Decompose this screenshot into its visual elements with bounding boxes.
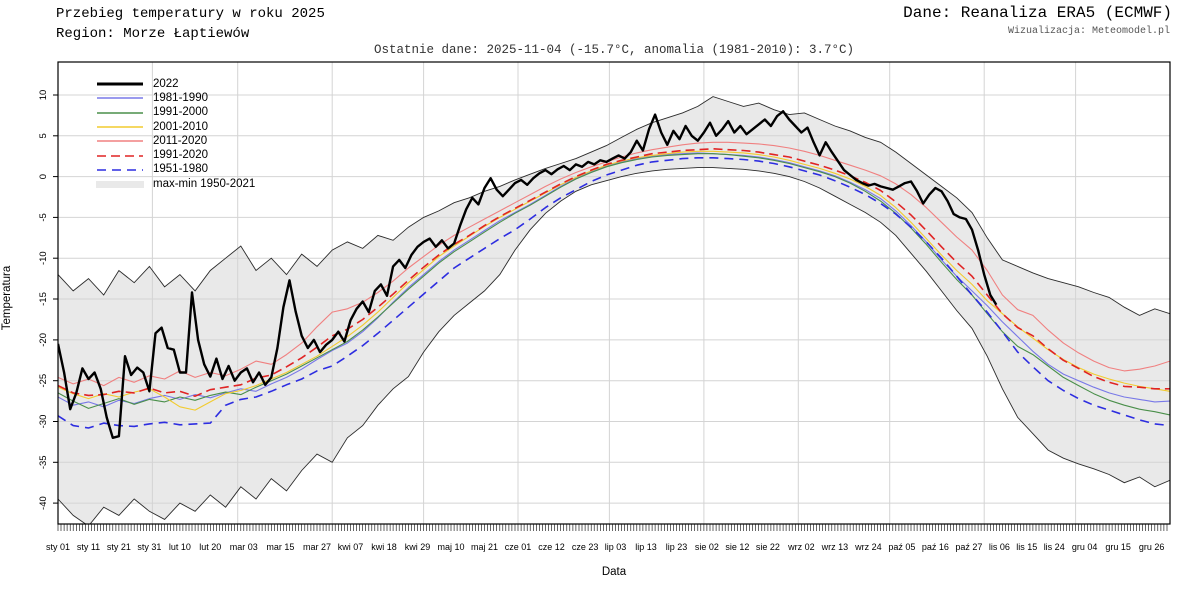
x-tick-label: kwi 29 [405,542,431,552]
x-tick-label: maj 10 [437,542,464,552]
x-tick-label: lip 13 [635,542,657,552]
last-data-note: Ostatnie dane: 2025-11-04 (-15.7°C, anom… [373,43,855,57]
series-line-2001-2010 [58,150,1170,411]
series-line-1991-2000 [58,153,1170,416]
y-tick-label: 10 [38,90,49,101]
x-tick-label: lut 20 [199,542,221,552]
legend-label: 1991-2000 [153,106,208,119]
legend-line-swatch [97,169,143,171]
x-tick-label: mar 03 [230,542,258,552]
x-tick-label: sty 01 [46,542,70,552]
y-tick-label: -5 [38,213,49,221]
x-tick-label: sty 21 [107,542,131,552]
y-tick-label: 0 [38,174,49,179]
x-tick-label: lis 15 [1016,542,1037,552]
legend-item-max-min-1950-2021: max-min 1950-2021 [96,177,255,191]
x-tick-label: paź 05 [888,542,915,552]
x-tick-label: cze 12 [538,542,565,552]
x-axis-daily-ticks [57,524,1168,531]
legend-item-1991-2020: 1991-2020 [96,148,255,162]
legend-label: 1981-1990 [153,91,208,104]
visualization-credit: Wizualizacja: Meteomodel.pl [1007,26,1170,37]
x-tick-label: sie 12 [725,542,749,552]
x-tick-label: wrz 24 [854,542,882,552]
x-tick-label: cze 23 [572,542,599,552]
x-tick-label: paź 27 [955,542,982,552]
x-tick-label: sie 22 [756,542,780,552]
plot-frame [57,61,1171,525]
y-tick-label: -40 [38,496,49,510]
legend-label: 2001-2010 [153,120,208,133]
legend-line-swatch [97,154,143,157]
y-tick-label: -10 [38,251,49,265]
x-tick-label: sie 02 [695,542,719,552]
x-tick-label: gru 04 [1072,542,1098,552]
legend-line-swatch [97,126,143,128]
gridlines [58,62,1170,524]
x-tick-label: paź 16 [922,542,949,552]
y-tick-label: -25 [38,374,49,388]
y-tick-label: 5 [38,133,49,138]
legend-item-2001-2010: 2001-2010 [96,120,255,134]
series-line-1951-1980 [58,157,1170,429]
x-tick-label: maj 21 [471,542,498,552]
page-title: Przebieg temperatury w roku 2025 [56,6,325,22]
legend-label: max-min 1950-2021 [153,177,256,190]
chart-legend: 2022 1981-1990 1991-2000 2001-2010 2011-2020… [96,77,255,191]
band-min-edge [58,167,1170,524]
x-tick-label: gru 15 [1105,542,1131,552]
legend-line-swatch [97,112,143,114]
legend-label: 2011-2020 [153,134,208,147]
legend-item-2022: 2022 [96,77,255,91]
y-axis-title: Temperatura [1,265,13,331]
legend-label: 1991-2020 [153,149,208,162]
x-tick-label: mar 27 [303,542,331,552]
legend-line-swatch [97,97,143,100]
x-tick-label: kwi 18 [371,542,397,552]
x-tick-label: wrz 02 [787,542,815,552]
x-tick-label: mar 15 [266,542,294,552]
x-tick-label: lip 03 [605,542,627,552]
band-max-min-fill [58,96,1170,524]
band-max-edge [58,96,1170,316]
legend-item-1981-1990: 1981-1990 [96,91,255,105]
x-tick-label: lut 10 [169,542,191,552]
region-subtitle: Region: Morze Łaptiewów [56,26,250,42]
x-tick-label: kwi 07 [338,542,364,552]
x-axis-tick-labels: sty 01 sty 11 sty 21 sty 31 lut 10 lut 20 mar … [46,542,1164,552]
legend-label: 2022 [153,77,179,90]
plot-area [58,62,1170,524]
x-tick-label: cze 01 [505,542,532,552]
x-axis-title: Data [601,566,627,578]
y-tick-label: -35 [38,455,49,469]
data-source: Dane: Reanaliza ERA5 (ECMWF) [903,4,1172,22]
legend-item-1951-1980: 1951-1980 [96,163,255,177]
y-tick-label: -30 [38,415,49,429]
y-tick-label: -15 [38,292,49,306]
x-tick-label: gru 26 [1139,542,1165,552]
series-line-2011-2020 [58,141,1170,387]
legend-line-swatch [97,140,143,143]
y-tick-label: -20 [38,333,49,347]
x-tick-label: sty 11 [77,542,100,552]
legend-item-1991-2000: 1991-2000 [96,106,255,120]
x-tick-label: lis 24 [1044,542,1065,552]
y-axis-ticks: 10 5 0 -5 -10 -15 -20 -25 -30 -35 -40 [38,90,58,510]
x-tick-label: sty 31 [137,542,161,552]
legend-label: 1951-1980 [153,163,208,176]
legend-line-swatch [97,82,143,86]
series-line-2022 [58,110,998,439]
legend-band-swatch [96,181,144,189]
legend-item-2011-2020: 2011-2020 [96,134,255,148]
x-tick-label: wrz 13 [821,542,849,552]
x-tick-label: lis 06 [989,542,1010,552]
x-tick-label: lip 23 [666,542,688,552]
